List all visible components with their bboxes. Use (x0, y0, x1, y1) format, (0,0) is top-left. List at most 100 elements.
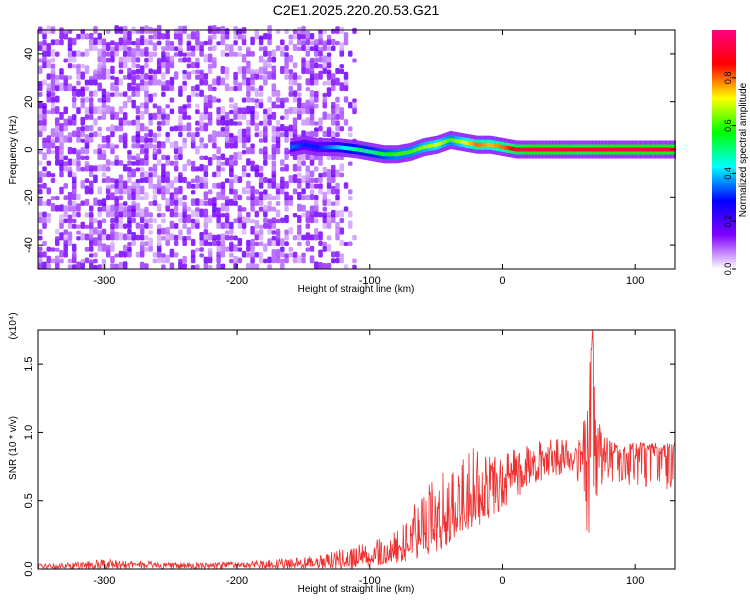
heatmap-cell (195, 30, 200, 40)
heatmap-cell (148, 176, 153, 183)
heatmap-cell (161, 81, 166, 86)
heatmap-cell (105, 42, 111, 52)
signal-core-cell (499, 144, 502, 149)
heatmap-cell (254, 210, 260, 218)
heatmap-cell (161, 62, 166, 69)
heatmap-cell (148, 137, 153, 143)
heatmap-cell (331, 209, 336, 218)
heatmap-cell (237, 28, 243, 34)
heatmap-cell (148, 93, 153, 103)
heatmap-cell (229, 188, 234, 195)
heatmap-cell (88, 132, 94, 138)
heatmap-cell (275, 218, 281, 224)
signal-core-cell (495, 143, 499, 148)
heatmap-cell (199, 69, 204, 74)
signal-core-cell (485, 142, 489, 147)
heatmap-cell (233, 40, 238, 46)
heatmap-cell (42, 79, 47, 86)
signal-core-cell (296, 143, 300, 148)
heatmap-cell (203, 107, 209, 115)
heatmap-cell (118, 37, 124, 46)
y-tick-label: 20 (23, 96, 35, 108)
heatmap-cell (186, 206, 192, 212)
heatmap-cell (105, 244, 111, 252)
heatmap-cell (114, 154, 119, 161)
heatmap-cell (135, 251, 141, 258)
x-tick-label: -300 (93, 275, 115, 287)
heatmap-cell (156, 212, 162, 218)
heatmap-cell (207, 134, 213, 143)
heatmap-cell (50, 173, 56, 178)
heatmap-cell (127, 31, 132, 40)
signal-core-cell (407, 150, 411, 155)
signal-core-cell (514, 147, 517, 152)
heatmap-cell (284, 241, 289, 247)
heatmap-cell (275, 135, 281, 143)
heatmap-cell (322, 81, 328, 86)
heatmap-cell (190, 238, 196, 247)
heatmap-cell (331, 38, 336, 46)
heatmap-cell (165, 132, 170, 138)
heatmap-cell (339, 68, 345, 74)
heatmap-cell (343, 264, 349, 269)
heatmap-cell (314, 62, 319, 69)
heatmap-cell (127, 205, 132, 212)
heatmap-cell (84, 224, 90, 229)
heatmap-cell (114, 181, 119, 189)
heatmap-cell (54, 74, 60, 80)
heatmap-cell (309, 78, 315, 86)
heatmap-cell (258, 172, 264, 178)
heatmap-cell (76, 211, 81, 218)
heatmap-cell (38, 58, 43, 63)
heatmap-cell (54, 196, 60, 201)
heatmap-cell (199, 78, 204, 86)
heatmap-cell (343, 119, 349, 126)
heatmap-cell (224, 246, 230, 252)
x-tick-label: -300 (93, 575, 115, 587)
heatmap-cell (127, 67, 132, 74)
heatmap-cell (275, 120, 281, 126)
heatmap-cell (54, 247, 60, 252)
heatmap-cell (297, 102, 302, 109)
heatmap-cell (195, 127, 200, 132)
heatmap-cell (263, 72, 268, 80)
signal-core-cell (490, 143, 494, 148)
signal-core-cell (378, 151, 381, 156)
signal-core-cell (500, 144, 504, 149)
heatmap-cell (288, 69, 294, 74)
heatmap-cell (284, 52, 289, 57)
heatmap-cell (38, 84, 43, 92)
heatmap-cell (114, 25, 119, 34)
heatmap-cell (88, 253, 94, 258)
heatmap-cell (173, 192, 179, 201)
heatmap-cell (139, 244, 145, 252)
y-tick-label: 0 (23, 146, 35, 152)
heatmap-cell (71, 264, 77, 269)
x-tick-label: 100 (626, 275, 644, 287)
signal-core-cell (635, 147, 642, 152)
heatmap-cell (305, 30, 311, 40)
heatmap-cell (122, 75, 128, 80)
heatmap-cell (288, 175, 294, 183)
heatmap-cell (71, 223, 77, 229)
heatmap-cell (131, 200, 136, 206)
heatmap-cell (144, 235, 149, 241)
heatmap-cell (335, 114, 340, 120)
heatmap-cell (59, 171, 64, 178)
heatmap-cell (127, 193, 132, 201)
heatmap-cell (237, 247, 243, 252)
heatmap-cell (139, 35, 145, 40)
heatmap-cell (110, 223, 115, 229)
heatmap-cell (309, 118, 315, 126)
heatmap-cell (178, 38, 183, 46)
heatmap-cell (50, 101, 56, 109)
heatmap-cell (220, 126, 226, 132)
heatmap-cell (322, 40, 328, 46)
heatmap-cell (318, 70, 323, 80)
heatmap-cell (88, 261, 94, 269)
heatmap-cell (165, 204, 170, 212)
heatmap-cell (292, 62, 298, 69)
heatmap-cell (135, 105, 141, 115)
heatmap-cell (207, 241, 213, 247)
heatmap-cell (241, 107, 247, 115)
